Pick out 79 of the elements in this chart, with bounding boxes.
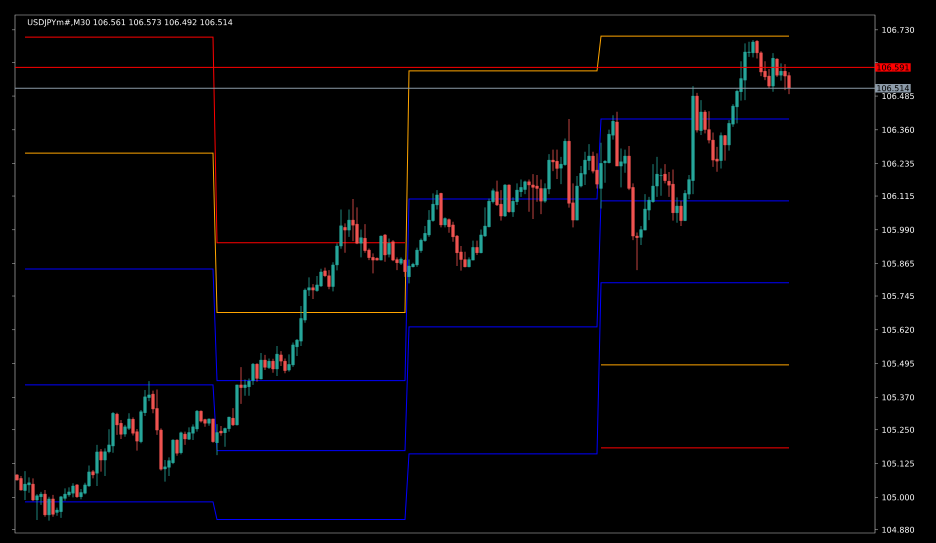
candlestick [199, 410, 203, 423]
candlestick [475, 240, 479, 256]
y-tick-label: 106.360 [882, 126, 914, 133]
candlestick [723, 134, 727, 162]
y-tick-label: 105.250 [882, 426, 914, 433]
ref-line-label: 106.514 [877, 85, 910, 92]
y-tick-label: 106.235 [882, 160, 914, 167]
candlestick [311, 284, 315, 300]
y-tick-label: 105.125 [882, 460, 914, 467]
candlestick [231, 408, 235, 426]
candlestick [239, 366, 243, 404]
candlestick [23, 470, 27, 500]
candlestick [43, 490, 47, 518]
candlestick [387, 238, 391, 258]
candlestick [775, 58, 779, 78]
candlestick [595, 152, 599, 189]
candlestick [19, 476, 23, 491]
candlestick [555, 149, 559, 180]
candlestick [179, 431, 183, 455]
candlestick [407, 259, 411, 284]
candlestick [359, 229, 363, 258]
candlestick [99, 448, 103, 472]
candlestick [271, 358, 275, 374]
candlestick [383, 234, 387, 262]
candlestick [403, 259, 407, 278]
ref-line-label: 106.591 [877, 64, 909, 70]
y-tick-label: 106.485 [882, 93, 914, 100]
candlestick [67, 486, 71, 498]
y-tick-label: 105.370 [882, 394, 914, 400]
candlestick [327, 270, 331, 290]
candlestick [187, 426, 191, 440]
candlestick [531, 174, 535, 220]
candlestick [259, 352, 263, 380]
candlestick [211, 418, 215, 444]
candlestick [263, 354, 267, 370]
y-tick-label: 105.000 [882, 494, 914, 500]
candlestick [219, 426, 223, 436]
y-tick-label: 104.880 [882, 526, 914, 533]
candlestick [275, 346, 279, 376]
candlestick [319, 268, 323, 288]
candlestick [523, 180, 527, 195]
candlestick [619, 148, 623, 188]
candlestick [347, 209, 351, 238]
candlestick [255, 362, 259, 382]
candlestick [31, 478, 35, 502]
y-tick-label: 106.115 [882, 193, 914, 200]
candlestick [267, 358, 271, 370]
y-tick-label: 105.745 [882, 292, 914, 300]
candlestick [51, 494, 55, 518]
candlestick [215, 424, 219, 456]
candlestick [175, 438, 179, 456]
candlestick [183, 431, 187, 446]
candlestick [659, 168, 663, 196]
candlestick [783, 64, 787, 91]
y-tick-label: 105.990 [882, 226, 914, 233]
candlestick [675, 196, 679, 224]
candlestick [343, 222, 347, 254]
candlestick [291, 342, 295, 368]
candlestick [75, 484, 79, 498]
candlestick [47, 496, 51, 521]
chart-title: USDJPYm#,M30 106.561 106.573 106.492 106.514 [28, 19, 232, 27]
y-tick-label: 105.495 [882, 360, 914, 367]
candlestick [243, 379, 247, 396]
candlestick [679, 200, 683, 226]
candlestick [115, 412, 119, 436]
candlestick [539, 179, 543, 215]
candlestick [351, 198, 355, 242]
candlestick [71, 482, 75, 498]
candlestick [751, 40, 755, 58]
y-tick-label: 105.865 [882, 260, 914, 267]
y-tick-label: 105.620 [882, 326, 914, 333]
candlestick [35, 494, 39, 520]
candlestick [699, 100, 703, 136]
y-tick-label: 106.730 [882, 26, 914, 33]
candlestick [443, 216, 447, 228]
candlestick [779, 62, 783, 82]
candlestick [371, 252, 375, 274]
candlestick [163, 460, 167, 482]
candlestick [95, 444, 99, 486]
